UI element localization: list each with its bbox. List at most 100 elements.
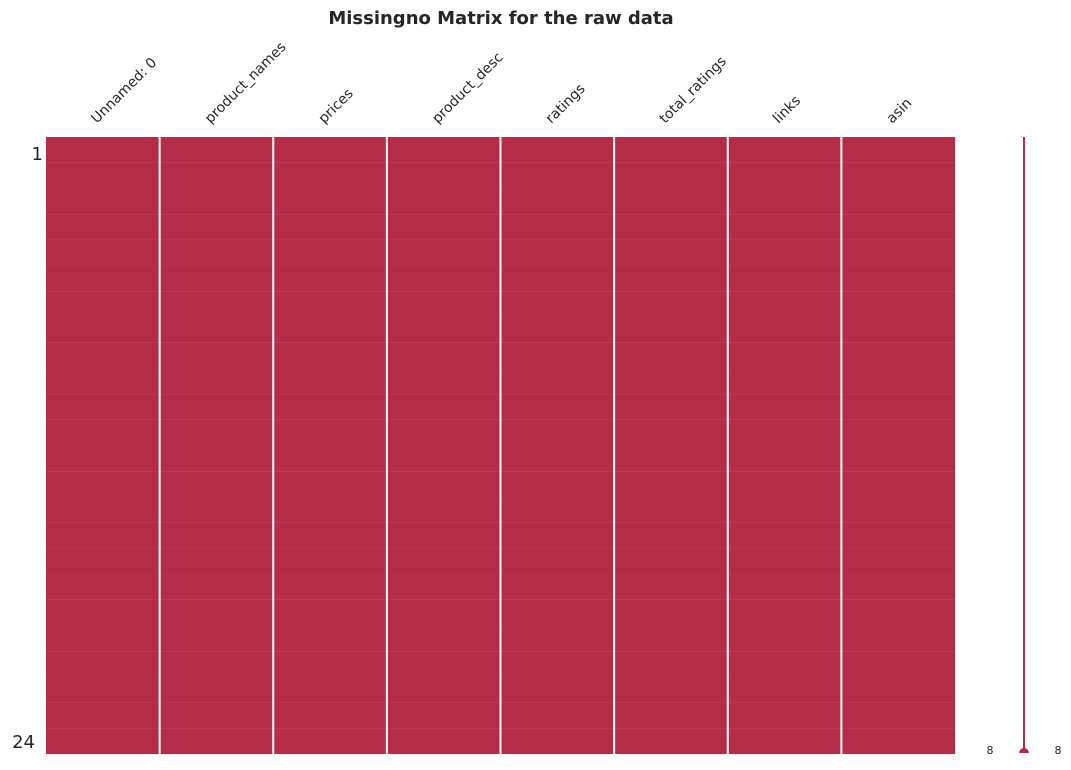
matrix-cell (614, 445, 728, 472)
matrix-cell (500, 342, 615, 369)
matrix-cell (727, 419, 842, 446)
matrix-cell (500, 419, 615, 446)
matrix-cell (46, 368, 160, 395)
matrix-cell (159, 599, 274, 626)
column-label: product_names (202, 39, 290, 127)
matrix-cell (841, 599, 956, 626)
matrix-cell (273, 214, 387, 240)
column-labels: Unnamed: 0 product_names prices product_des… (88, 39, 915, 127)
matrix-cell (46, 316, 160, 343)
matrix-cell (727, 239, 842, 266)
matrix-cell (727, 496, 842, 523)
matrix-cell (727, 188, 842, 215)
matrix-cell (614, 394, 728, 420)
matrix-cell (386, 676, 501, 703)
matrix-cell (614, 728, 728, 755)
matrix-cell (273, 728, 387, 755)
matrix-cell (500, 162, 615, 189)
matrix-cell (159, 445, 274, 472)
matrix-cell (159, 342, 274, 369)
sparkline-min-label: 8 (987, 744, 994, 757)
matrix-cell (273, 188, 387, 215)
matrix-cell (614, 316, 728, 343)
matrix-cell (841, 342, 956, 369)
matrix-cell (159, 728, 274, 755)
matrix-cell (500, 316, 615, 343)
matrix-cell (159, 316, 274, 343)
matrix-cell (46, 651, 160, 677)
matrix-cell (841, 316, 956, 343)
matrix-cell (841, 291, 956, 318)
matrix-cell (159, 574, 274, 600)
matrix-cell (614, 676, 728, 703)
column-label: prices (316, 86, 357, 127)
matrix-cell (500, 214, 615, 240)
matrix-cell (614, 471, 728, 498)
matrix-cell (727, 394, 842, 420)
matrix-cell (614, 625, 728, 652)
matrix-cell (386, 548, 501, 575)
matrix-cell (386, 316, 501, 343)
matrix-cell (841, 574, 956, 600)
matrix-cell (500, 548, 615, 575)
matrix-cell (841, 651, 956, 677)
matrix-cell (159, 496, 274, 523)
matrix-cell (841, 214, 956, 240)
matrix-cell (500, 728, 615, 755)
matrix-cell (46, 162, 160, 189)
matrix-cell (841, 162, 956, 189)
matrix-cell (159, 137, 274, 163)
matrix-cell (500, 265, 615, 292)
matrix-cell (46, 496, 160, 523)
matrix-cell (273, 548, 387, 575)
matrix-cell (500, 239, 615, 266)
matrix-cell (159, 419, 274, 446)
matrix-cell (159, 548, 274, 575)
matrix-cell (273, 496, 387, 523)
matrix-cell (46, 471, 160, 498)
matrix-cell (841, 728, 956, 755)
matrix-cell (273, 394, 387, 420)
matrix-cell (727, 548, 842, 575)
matrix-cell (159, 291, 274, 318)
matrix-cell (159, 676, 274, 703)
matrix-cell (46, 419, 160, 446)
matrix-cell (386, 214, 501, 240)
matrix-cell (841, 625, 956, 652)
matrix-cell (386, 394, 501, 420)
matrix-cell (273, 676, 387, 703)
matrix-cell (614, 548, 728, 575)
matrix-cell (841, 548, 956, 575)
row-label-last: 24 (12, 732, 35, 753)
matrix-cell (46, 574, 160, 600)
sparkline-marker (1019, 748, 1029, 753)
matrix-cell (841, 471, 956, 498)
matrix-cell (500, 137, 615, 163)
matrix-cell (500, 676, 615, 703)
matrix-cell (386, 702, 501, 729)
matrix-cell (500, 188, 615, 215)
matrix-cell (500, 471, 615, 498)
matrix-cell (273, 239, 387, 266)
column-label: asin (884, 95, 916, 127)
matrix-cell (614, 574, 728, 600)
matrix-cell (614, 342, 728, 369)
matrix-cell (46, 599, 160, 626)
matrix-cell (273, 265, 387, 292)
matrix-cell (841, 522, 956, 549)
matrix-cell (386, 728, 501, 755)
matrix-cell (500, 625, 615, 652)
matrix-cell (273, 599, 387, 626)
matrix-cell (159, 471, 274, 498)
matrix-cell (159, 265, 274, 292)
matrix-cell (273, 162, 387, 189)
matrix-cell (386, 239, 501, 266)
matrix-cell (727, 214, 842, 240)
matrix-cell (273, 316, 387, 343)
column-label: product_desc (429, 50, 506, 127)
matrix-cell (727, 728, 842, 755)
matrix-cell (727, 522, 842, 549)
matrix-cell (614, 162, 728, 189)
matrix-cell (386, 137, 501, 163)
matrix-cell (614, 214, 728, 240)
